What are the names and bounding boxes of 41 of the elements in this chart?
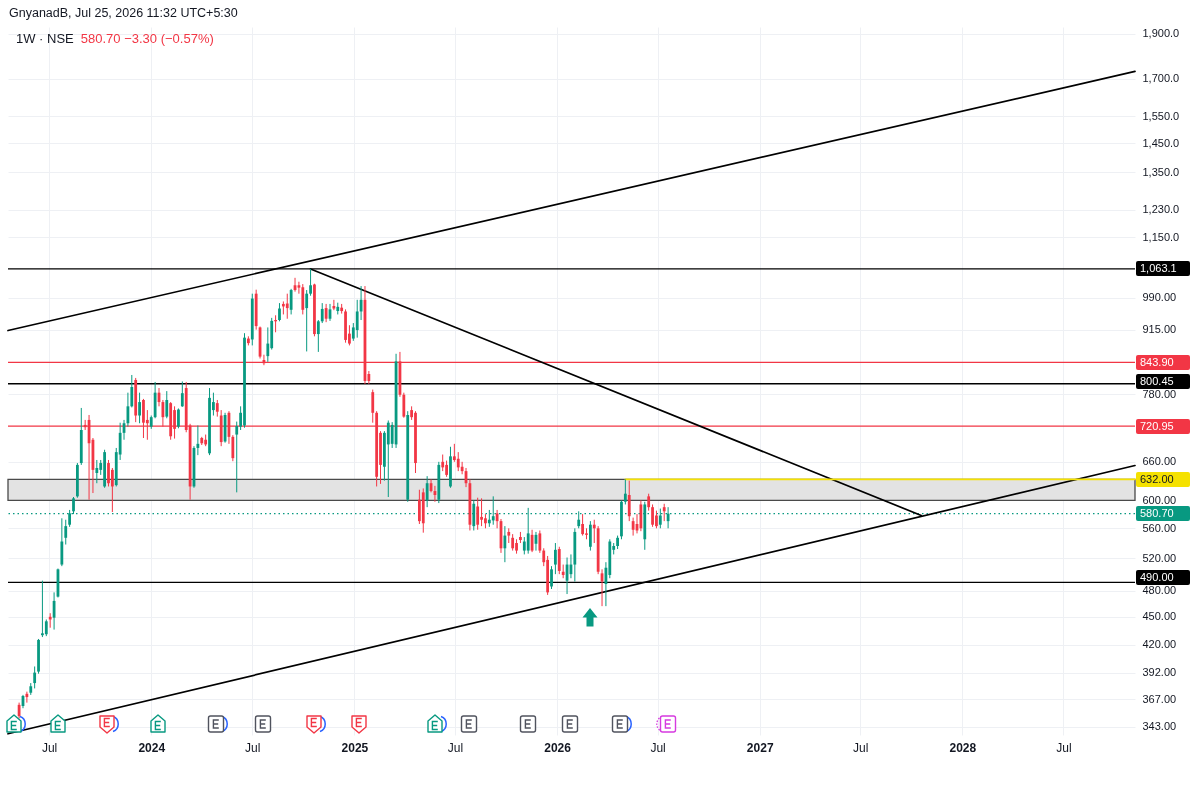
text: GnyanadB, Jul 25, 2026 11:32 UTC+5:30 [9, 5, 238, 21]
y-tick-label: 1,350.0 [1142, 165, 1180, 178]
y-tick-label: 1,550.0 [1142, 109, 1180, 122]
x-tick-label: 2025 [341, 740, 369, 755]
ref-line-label: 800.45 [1136, 373, 1190, 389]
x-tick-label: Jul [41, 740, 58, 755]
y-tick-label: 660.00 [1142, 455, 1177, 468]
y-tick-label: 600.00 [1142, 493, 1177, 506]
x-tick-label: Jul [447, 740, 464, 755]
x-tick-label: Jul [245, 740, 261, 755]
y-tick-label: 450.00 [1142, 610, 1177, 623]
y-tick-label: 392.00 [1142, 666, 1177, 679]
y-tick-label: 780.00 [1142, 387, 1177, 400]
y-tick-label: 520.00 [1142, 551, 1177, 564]
annotation: 632.00 [1136, 471, 1190, 487]
x-tick-label: 2027 [746, 740, 774, 755]
x-tick-label: 2026 [544, 740, 572, 755]
y-tick-label: 367.00 [1142, 692, 1177, 705]
y-tick-label: 420.00 [1142, 638, 1177, 651]
ref-line-label: 580.70 [1136, 506, 1190, 522]
y-tick-label: 915.00 [1142, 323, 1177, 336]
x-tick-label: Jul [1056, 740, 1072, 755]
y-tick-label: 1,700.0 [1142, 72, 1180, 85]
chart-subtitle: 580.70 −3.30 (−0.57%) [80, 31, 214, 46]
y-tick-label: 1,150.0 [1142, 230, 1180, 243]
y-tick-label: 990.00 [1142, 291, 1177, 304]
y-tick-label: 1,230.0 [1142, 203, 1180, 216]
ref-line-label: 843.90 [1136, 354, 1190, 370]
ref-line-label: 720.95 [1136, 418, 1190, 434]
y-tick-label: 1,900.0 [1142, 27, 1180, 40]
x-tick-label: 2024 [138, 740, 166, 755]
y-tick-label: 1,450.0 [1142, 136, 1180, 149]
chart-title: 1W · NSE [16, 31, 74, 46]
y-tick-label: 343.00 [1142, 720, 1177, 733]
y-tick-label: 480.00 [1142, 584, 1177, 597]
x-tick-label: 2028 [949, 740, 977, 755]
ref-line-label: 490.00 [1136, 570, 1190, 586]
x-tick-label: Jul [650, 740, 666, 755]
ref-line-label: 1,063.1 [1136, 261, 1190, 277]
x-tick-label: Jul [853, 740, 869, 755]
y-tick-label: 560.00 [1142, 521, 1177, 534]
